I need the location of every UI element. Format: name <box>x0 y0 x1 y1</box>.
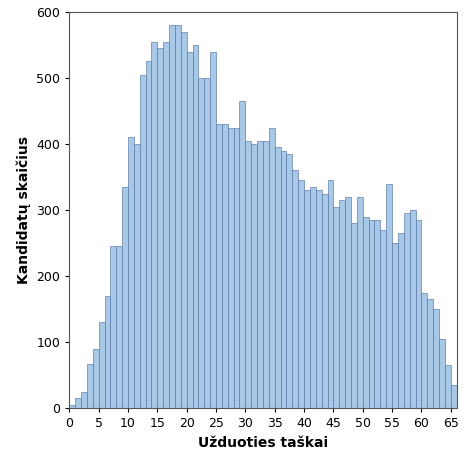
Bar <box>386 184 392 408</box>
Bar <box>316 190 322 408</box>
Bar <box>351 223 357 408</box>
Bar <box>345 197 351 408</box>
Bar <box>128 137 134 408</box>
Bar <box>251 144 257 408</box>
Bar <box>304 190 310 408</box>
Bar <box>222 124 228 408</box>
Bar <box>274 147 281 408</box>
Bar <box>439 339 445 408</box>
Bar <box>93 349 99 408</box>
Bar <box>263 141 269 408</box>
Y-axis label: Kandidatų skaičius: Kandidatų skaičius <box>16 136 31 284</box>
Bar <box>269 128 274 408</box>
Bar <box>158 48 163 408</box>
Bar <box>357 197 363 408</box>
Bar <box>339 200 345 408</box>
Bar <box>104 296 110 408</box>
Bar <box>192 45 199 408</box>
Bar <box>410 210 416 408</box>
Bar <box>216 124 222 408</box>
Bar <box>228 128 233 408</box>
Bar <box>204 78 210 408</box>
Bar <box>287 154 292 408</box>
Bar <box>81 391 87 408</box>
Bar <box>404 213 410 408</box>
Bar <box>421 293 427 408</box>
Bar <box>369 220 375 408</box>
X-axis label: Užduoties taškai: Užduoties taškai <box>198 436 328 450</box>
Bar <box>140 75 145 408</box>
Bar <box>134 144 140 408</box>
Bar <box>199 78 204 408</box>
Bar <box>281 151 287 408</box>
Bar <box>116 247 122 408</box>
Bar <box>375 220 380 408</box>
Bar <box>246 141 251 408</box>
Bar <box>322 193 328 408</box>
Bar <box>181 32 187 408</box>
Bar <box>433 309 439 408</box>
Bar <box>175 25 181 408</box>
Bar <box>392 243 398 408</box>
Bar <box>99 322 104 408</box>
Bar <box>298 180 304 408</box>
Bar <box>328 180 333 408</box>
Bar <box>457 399 462 408</box>
Bar <box>363 217 369 408</box>
Bar <box>75 398 81 408</box>
Bar <box>398 233 404 408</box>
Bar <box>445 365 451 408</box>
Bar <box>151 41 158 408</box>
Bar <box>87 364 93 408</box>
Bar <box>380 230 386 408</box>
Bar <box>210 52 216 408</box>
Bar <box>416 220 421 408</box>
Bar <box>233 128 240 408</box>
Bar <box>451 385 457 408</box>
Bar <box>163 41 169 408</box>
Bar <box>427 299 433 408</box>
Bar <box>69 405 75 408</box>
Bar <box>145 62 151 408</box>
Bar <box>333 207 339 408</box>
Bar <box>310 187 316 408</box>
Bar <box>122 187 128 408</box>
Bar <box>257 141 263 408</box>
Bar <box>292 171 298 408</box>
Bar <box>240 101 246 408</box>
Bar <box>169 25 175 408</box>
Bar <box>187 52 192 408</box>
Bar <box>110 247 116 408</box>
